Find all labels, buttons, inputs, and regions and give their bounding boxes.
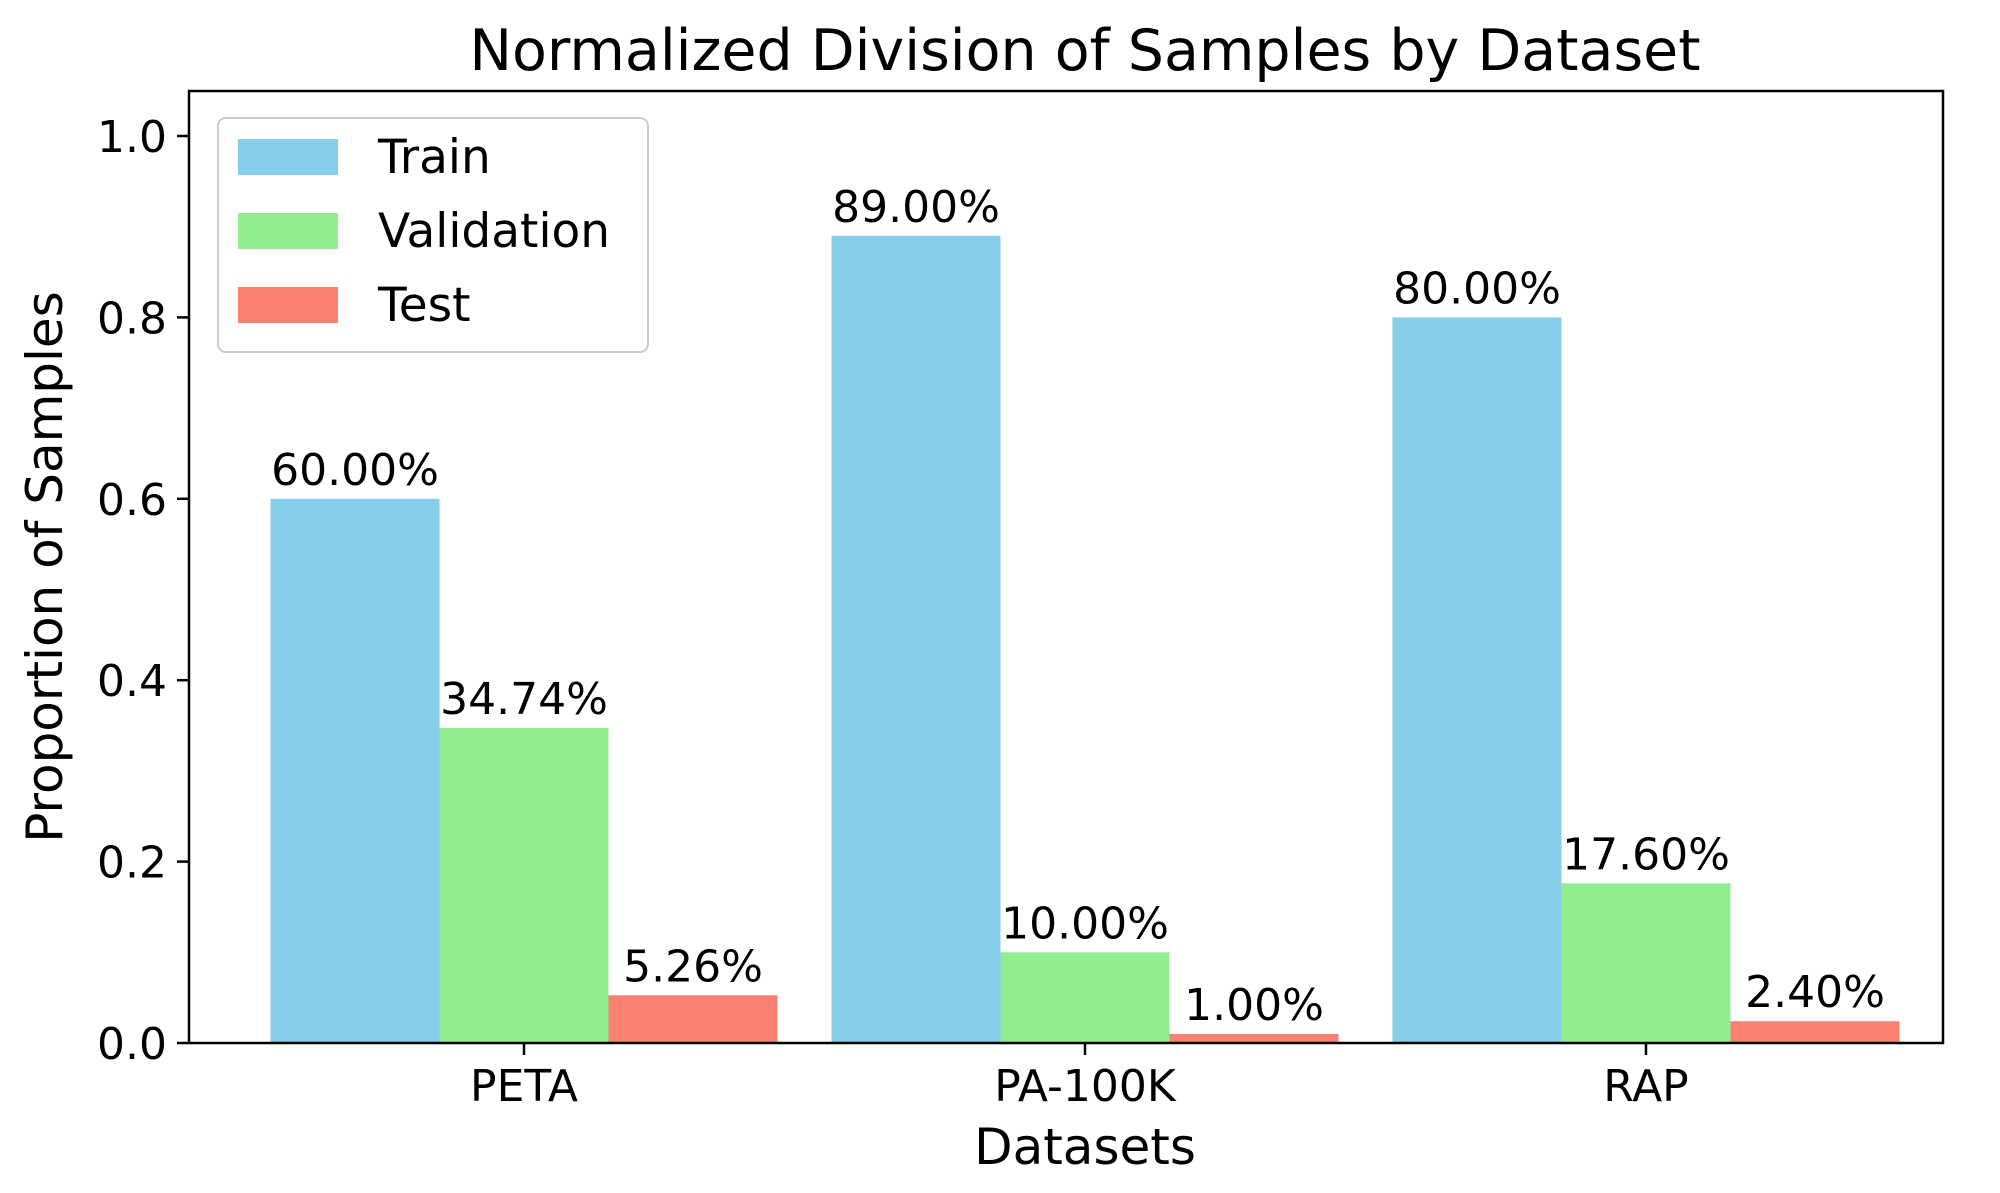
bar-peta-train: [270, 498, 440, 1043]
bar-pa-100k-train: [831, 235, 1001, 1043]
bar-label-rap-test: 2.40%: [1745, 967, 1885, 1018]
x-tick-label: PETA: [470, 1061, 578, 1112]
bar-label-pa-100k-test: 1.00%: [1184, 980, 1324, 1031]
x-tick-label: RAP: [1603, 1061, 1688, 1112]
bar-label-peta-train: 60.00%: [271, 445, 439, 496]
bar-label-rap-validation: 17.60%: [1562, 829, 1730, 880]
legend-swatch-train: [238, 139, 338, 175]
y-tick-label: 0.0: [97, 1019, 167, 1070]
chart-title: Normalized Division of Samples by Datase…: [469, 18, 1700, 84]
legend-label-train[interactable]: Train: [377, 130, 491, 185]
bar-label-pa-100k-validation: 10.00%: [1001, 898, 1169, 949]
y-tick-label: 1.0: [97, 112, 167, 163]
legend[interactable]: Train Validation Test: [217, 117, 649, 353]
y-axis: 0.0 0.2 0.4 0.6 0.8 1.0: [97, 112, 189, 1070]
bars-layer: [270, 235, 1900, 1043]
x-axis: PETA PA-100K RAP: [470, 1043, 1689, 1112]
legend-label-validation[interactable]: Validation: [378, 204, 610, 259]
plot-frame: [187, 89, 1945, 1045]
bar-label-peta-test: 5.26%: [623, 941, 763, 992]
bar-peta-test: [608, 995, 778, 1043]
legend-label-test[interactable]: Test: [377, 278, 471, 333]
y-tick-label: 0.6: [97, 475, 167, 526]
bar-peta-validation: [439, 727, 609, 1043]
y-tick-label: 0.4: [97, 656, 167, 707]
x-tick-label: PA-100K: [994, 1061, 1177, 1112]
bar-labels-layer: 60.00% 34.74% 5.26% 89.00% 10.00% 1.00% 80.00%…: [271, 182, 1885, 1031]
bar-pa-100k-validation: [1000, 952, 1170, 1043]
legend-swatch-test: [238, 287, 338, 323]
bar-label-pa-100k-train: 89.00%: [832, 182, 1000, 233]
bar-rap-train: [1392, 317, 1562, 1043]
legend-swatch-validation: [238, 213, 338, 249]
x-axis-label: Datasets: [974, 1118, 1196, 1176]
y-tick-label: 0.8: [97, 293, 167, 344]
bar-pa-100k-test: [1169, 1033, 1339, 1043]
bar-label-rap-train: 80.00%: [1393, 263, 1561, 314]
bar-label-peta-validation: 34.74%: [440, 674, 608, 725]
bar-rap-test: [1730, 1021, 1900, 1043]
y-tick-label: 0.2: [97, 838, 167, 889]
y-axis-label: Proportion of Samples: [16, 291, 74, 843]
bar-rap-validation: [1561, 883, 1731, 1043]
